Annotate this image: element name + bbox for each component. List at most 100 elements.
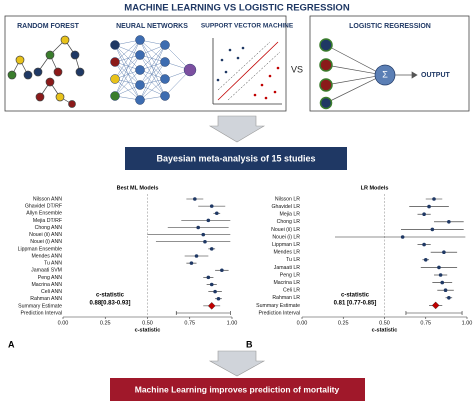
summary-text: 0.81 [0.77-0.85] <box>334 301 377 307</box>
estimate-point <box>220 268 224 273</box>
estimate-point <box>189 261 194 265</box>
nn-edge <box>139 69 166 97</box>
nn-node <box>135 65 145 75</box>
row-label: Summary Estimate <box>256 303 300 309</box>
x-axis-label: c-statistic <box>372 327 398 333</box>
nn-edge <box>114 54 141 80</box>
nn-edge <box>139 54 166 97</box>
estimate-point <box>193 197 197 201</box>
x-tick-label: 0.00 <box>58 320 69 326</box>
estimate-point <box>438 273 443 277</box>
row-label: Rahman ANN <box>30 296 62 302</box>
lr-box <box>309 15 470 112</box>
row-label: Summary Estimate <box>18 303 62 309</box>
estimate-point <box>209 204 214 208</box>
row-label: Mejia DT/RF <box>33 218 62 224</box>
nn-node <box>160 40 170 50</box>
nn-edge <box>114 44 141 86</box>
nn-icon <box>110 35 197 105</box>
summary-label: c-statistic <box>341 293 370 299</box>
x-tick-label: 0.50 <box>379 320 390 326</box>
summary-text: 0.88[0.83-0.93] <box>89 301 130 307</box>
conclusion-text: Machine Learning improves prediction of … <box>135 384 340 394</box>
estimate-point <box>203 239 207 244</box>
nn-edge <box>114 44 141 101</box>
row-label: Peng LR <box>280 272 300 278</box>
row-label: Nouei (i) LR <box>272 234 300 240</box>
row-label: Jamaati SVM <box>31 268 62 274</box>
nn-node <box>135 50 145 60</box>
x-tick-label: 0.75 <box>184 320 195 326</box>
nn-edge <box>139 54 166 80</box>
row-label: Tu LR <box>286 257 300 263</box>
row-label: Nouei (ii) LR <box>271 227 300 233</box>
output-label: OUTPUT <box>421 72 451 79</box>
estimate-point <box>201 232 206 237</box>
ml-box <box>4 15 287 112</box>
row-label: Nouei (i) ANN <box>30 239 62 245</box>
estimate-point <box>206 218 211 223</box>
x-tick-label: 0.75 <box>420 320 431 326</box>
row-label: Nilsson LR <box>275 196 300 202</box>
estimate-point <box>432 197 436 201</box>
estimate-point <box>194 254 199 258</box>
nn-edge <box>139 78 166 101</box>
estimate-point <box>216 296 221 301</box>
panel-title: RANDOM FOREST <box>17 23 80 30</box>
nn-edge <box>114 61 141 101</box>
row-label: Macrina ANN <box>31 282 62 288</box>
row-label: Peng ANN <box>38 275 62 281</box>
row-label: Celi ANN <box>41 289 62 295</box>
nn-node <box>110 57 120 67</box>
step-text: Bayesian meta-analysis of 15 studies <box>156 153 315 163</box>
row-label: Mendes ANN <box>31 253 62 259</box>
nn-edge <box>139 39 166 97</box>
estimate-point <box>447 220 451 224</box>
nn-edge <box>139 39 166 63</box>
panel-letter: B <box>246 339 253 349</box>
row-label: Lippman Ensemble <box>18 246 63 252</box>
nn-edge <box>114 78 141 101</box>
summary-diamond <box>431 301 440 310</box>
x-tick-label: 0.50 <box>142 320 153 326</box>
vs: VS <box>291 64 303 74</box>
x-axis-label: c-statistic <box>135 327 161 333</box>
estimate-point <box>196 225 200 230</box>
nn-node <box>135 95 145 105</box>
step-box <box>125 147 347 170</box>
nn-node <box>160 91 170 101</box>
estimate-point <box>447 296 451 300</box>
lr-icon <box>319 38 418 110</box>
row-label: Lippman LR <box>272 242 300 248</box>
estimate-point <box>442 250 446 254</box>
estimate-point <box>422 212 426 216</box>
x-tick-label: 0.00 <box>297 320 308 326</box>
row-label: Allyn Ensemble <box>26 211 62 217</box>
estimate-point <box>214 211 219 216</box>
nn-edge <box>139 44 166 86</box>
panel-title: NEURAL NETWORKS <box>116 23 188 30</box>
nn-edge <box>114 44 141 71</box>
row-label: Prediction Interval <box>258 310 300 316</box>
row-label: Mendes LR <box>273 250 300 256</box>
nn-edge <box>114 69 141 97</box>
estimate-point <box>427 204 431 209</box>
estimate-point <box>437 265 441 270</box>
arrow <box>208 350 266 377</box>
row-label: Macrina LR <box>273 280 300 286</box>
row-label: Rahman LR <box>272 295 300 301</box>
nn-edge <box>139 44 166 71</box>
estimate-point <box>440 280 445 285</box>
summary-label: c-statistic <box>96 293 125 299</box>
nn-edge <box>139 39 166 80</box>
estimate-point <box>400 235 405 239</box>
chart-title: Best ML Models <box>117 185 159 191</box>
row-label: Nouei (ii) ANN <box>29 232 62 238</box>
estimate-point <box>209 247 214 251</box>
conclusion-box <box>110 378 365 401</box>
nn-node <box>160 74 170 84</box>
estimate-point <box>206 275 211 280</box>
nn-node <box>110 40 120 50</box>
row-label: Nilsson ANN <box>33 196 62 202</box>
row-label: Ghavidel LR <box>271 204 300 210</box>
